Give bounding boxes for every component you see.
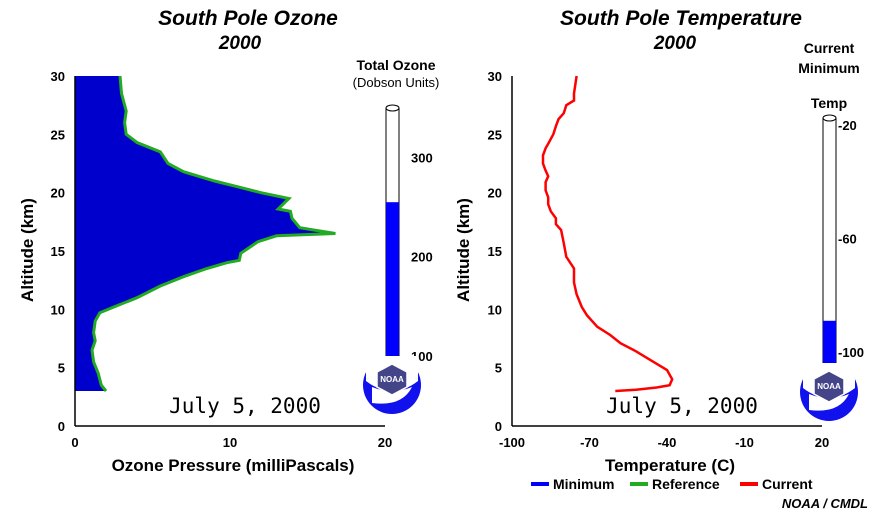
ozone-chart-title: South Pole Ozone (158, 7, 338, 30)
temp-date-label: July 5, 2000 (606, 394, 758, 418)
ozone-profile-area (75, 76, 336, 391)
ozone-x-tick-label: 10 (223, 435, 237, 450)
noaa-logo-right: NOAA (800, 363, 858, 421)
temp-y-tick-label: 0 (495, 419, 502, 434)
temp-x-axis-title: Temperature (C) (605, 456, 735, 475)
temp-x-tick-label: -40 (658, 435, 677, 450)
ozone-y-tick-label: 20 (51, 186, 65, 201)
temp-gauge-cap (822, 114, 837, 122)
ozone-gauge-cap (385, 104, 400, 112)
noaa-logo-text: NOAA (380, 375, 404, 384)
legend-label: Current (762, 476, 813, 492)
temp-x-tick-label: -10 (735, 435, 754, 450)
temp-y-tick-label: 30 (488, 69, 502, 84)
ozone-gauge-tick-label: 200 (411, 250, 433, 265)
temp-gauge-ticks: -20 -60 -100 (838, 118, 864, 360)
noaa-logo-text: NOAA (817, 382, 841, 391)
temp-x-ticks: -100 -70 -40 -10 20 (499, 435, 829, 450)
temp-y-tick-label: 15 (488, 244, 502, 259)
ozone-plot-area (74, 75, 385, 427)
noaa-logo-badge (376, 363, 408, 396)
ozone-gauge (385, 104, 400, 371)
temp-plot-area (511, 75, 822, 427)
noaa-logo-badge (813, 370, 845, 403)
ozone-y-tick-label: 5 (58, 361, 65, 376)
temp-gauge-tick-label: -100 (838, 345, 864, 360)
ozone-gauge-subtitle: (Dobson Units) (353, 75, 440, 90)
ozone-date-label: July 5, 2000 (169, 394, 321, 418)
ozone-y-tick-label: 15 (51, 244, 65, 259)
ozone-y-axis-title: Altitude (km) (18, 198, 37, 302)
temp-y-tick-label: 5 (495, 361, 502, 376)
temp-chart-subtitle: 2000 (653, 33, 697, 54)
temp-x-tick-label: -100 (499, 435, 525, 450)
temp-gauge-tick-label: -20 (838, 118, 857, 133)
ozone-gauge-level (386, 202, 399, 370)
ozone-y-ticks: 0 5 10 15 20 25 30 (51, 69, 65, 434)
temp-chart-title: South Pole Temperature (560, 7, 802, 30)
ozone-reference-outline (90, 75, 336, 392)
temp-y-axis-title: Altitude (km) (454, 198, 473, 302)
temp-gauge-title-line-2: Minimum (798, 60, 859, 76)
temp-y-tick-label: 25 (488, 127, 502, 142)
legend-label: Minimum (553, 476, 614, 492)
noaa-logo-left: NOAA (363, 356, 421, 414)
temp-y-tick-label: 20 (488, 186, 502, 201)
credit-label: NOAA / CMDL (782, 496, 868, 511)
ozone-x-ticks: 0 10 20 (71, 435, 392, 450)
legend: Minimum Reference Current (531, 476, 813, 492)
legend-label: Reference (652, 476, 720, 492)
ozone-y-tick-label: 0 (58, 419, 65, 434)
ozone-chart-subtitle: 2000 (218, 33, 262, 54)
temp-gauge-title-line-1: Current (804, 40, 855, 56)
ozone-gauge-title: Total Ozone (356, 57, 435, 73)
temp-gauge (822, 114, 837, 371)
ozone-x-tick-label: 20 (378, 435, 392, 450)
temp-y-ticks: 0 5 10 15 20 25 30 (488, 69, 502, 434)
ozone-y-tick-label: 25 (51, 127, 65, 142)
temp-y-tick-label: 10 (488, 302, 502, 317)
temp-gauge-title-line-3: Temp (811, 95, 847, 111)
temp-x-tick-label: 20 (815, 435, 829, 450)
temp-gauge-tick-label: -60 (838, 232, 857, 247)
ozone-y-tick-label: 10 (51, 302, 65, 317)
temp-current-line (541, 75, 674, 393)
ozone-x-tick-label: 0 (71, 435, 78, 450)
ozone-x-axis-title: Ozone Pressure (milliPascals) (112, 456, 355, 475)
temp-x-tick-label: -70 (580, 435, 599, 450)
temp-gauge-level (823, 320, 836, 370)
ozone-gauge-tick-label: 300 (411, 151, 433, 166)
ozone-y-tick-label: 30 (51, 69, 65, 84)
